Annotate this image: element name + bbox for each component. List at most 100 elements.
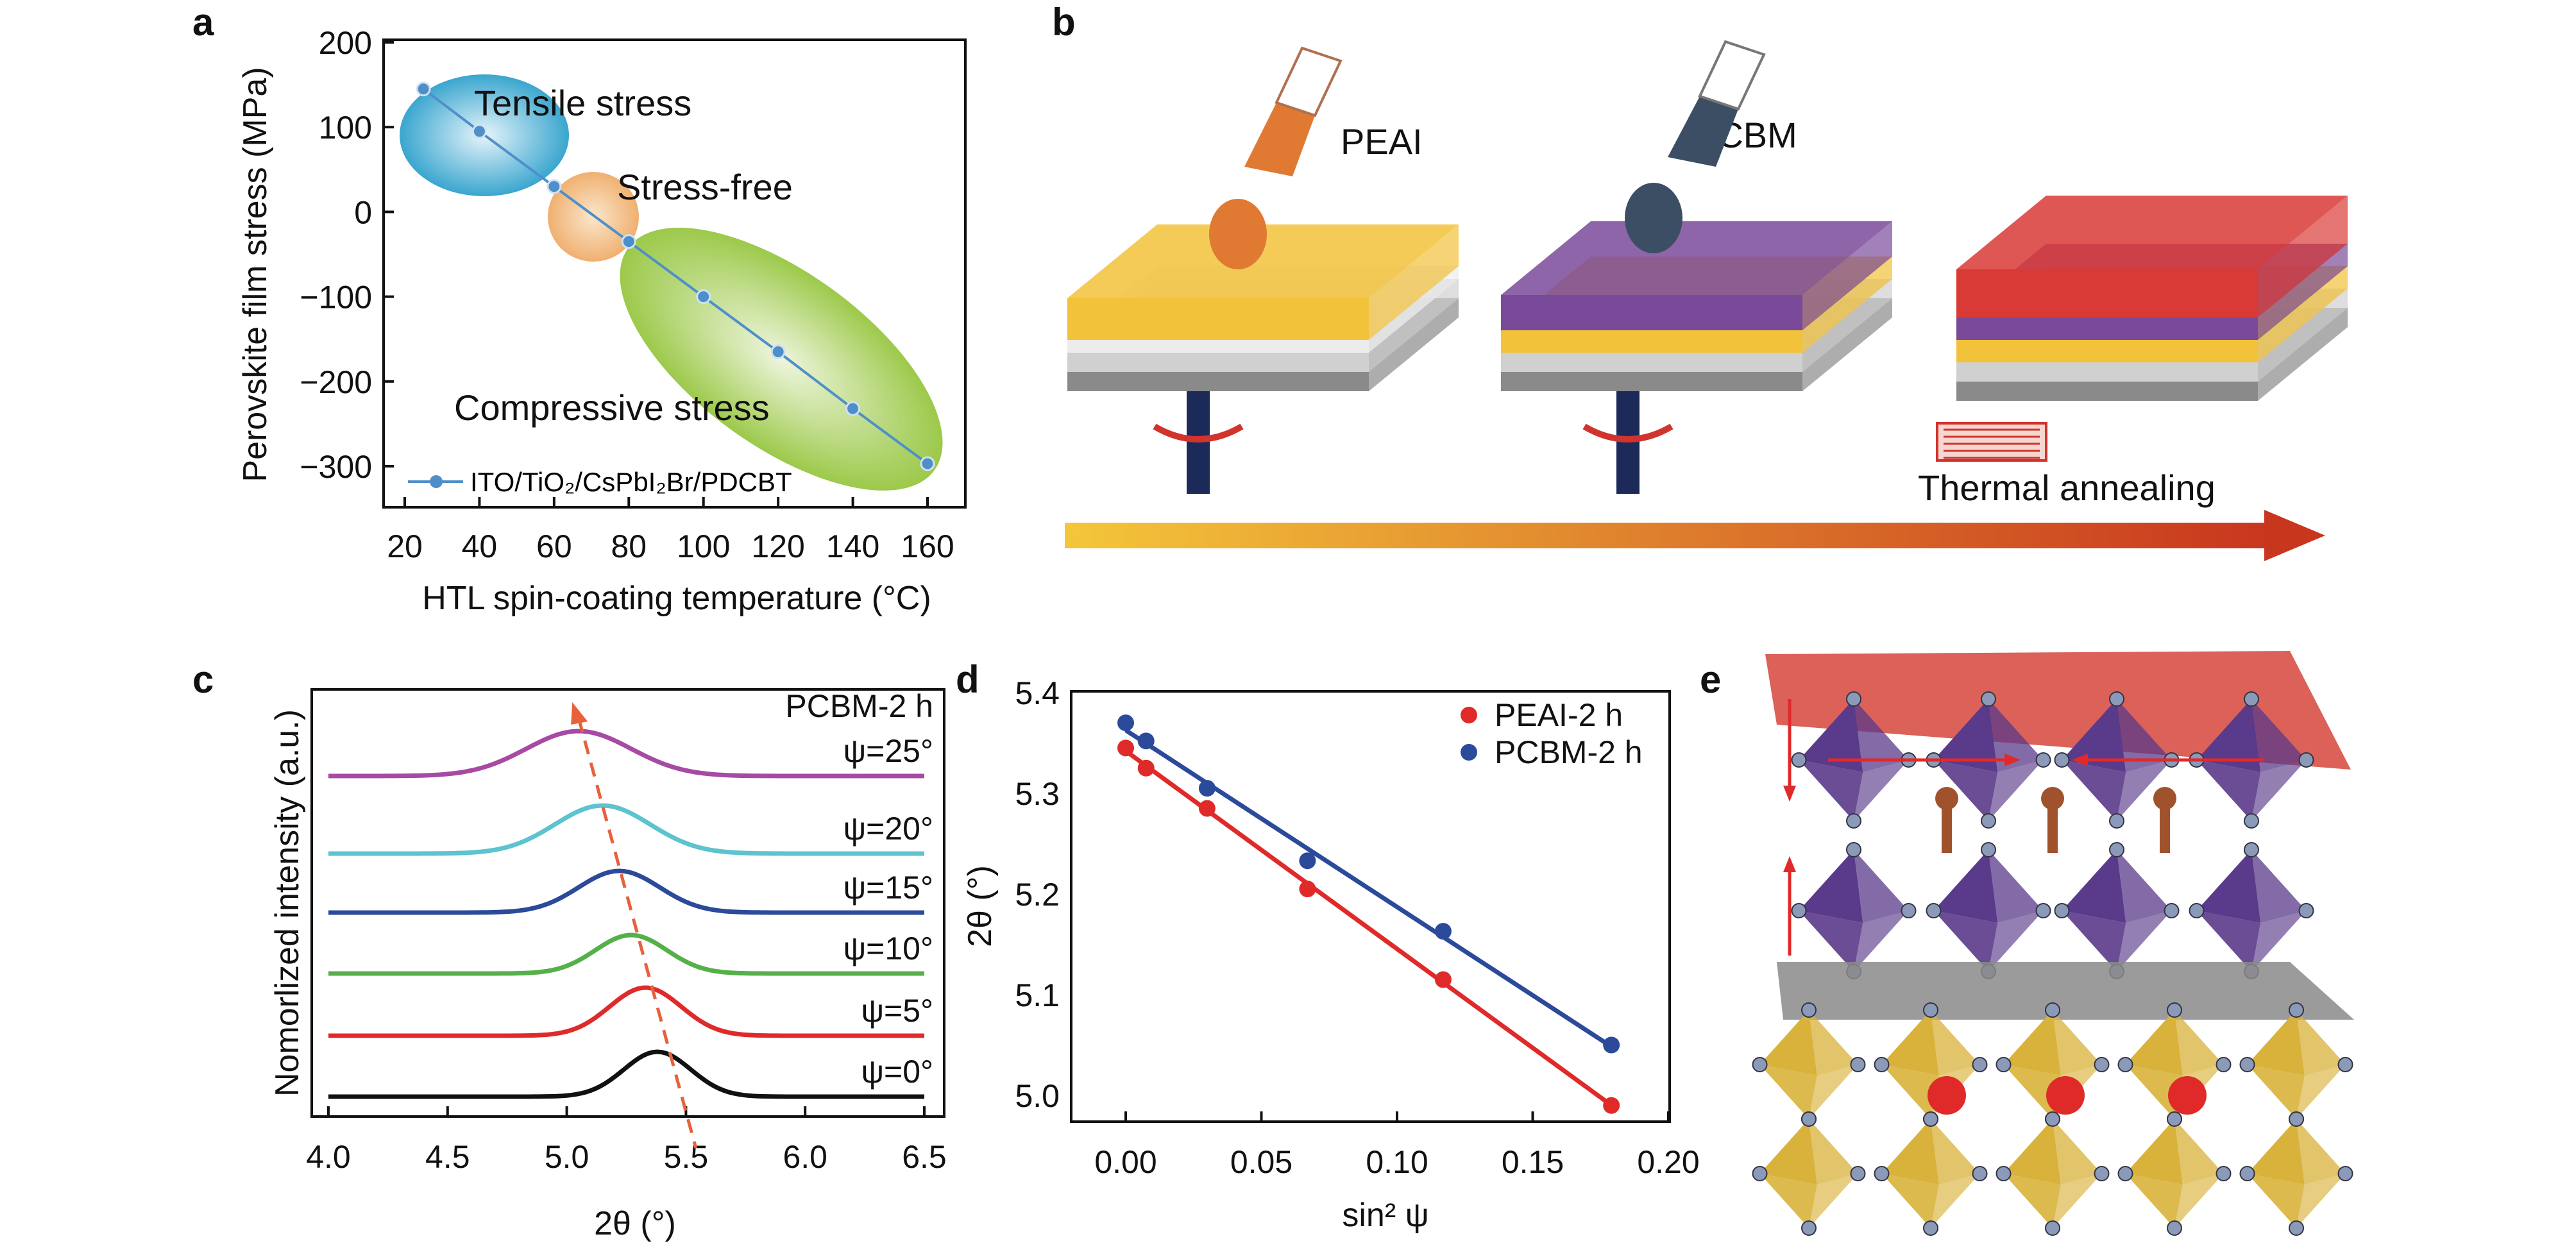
- axes-frame: [382, 38, 967, 509]
- octahedron-lower-face: [2247, 1065, 2305, 1119]
- octahedron-upper-face: [2062, 760, 2126, 821]
- panel-d-xlabel: sin² ψ: [1342, 1197, 1428, 1234]
- anion-sphere: [1981, 691, 1996, 707]
- anion-sphere: [2244, 691, 2259, 707]
- substrate-stack-2-layer-side: [1802, 257, 1892, 353]
- anion-sphere: [1972, 1057, 1988, 1072]
- annotation-tensile: Tensile stress: [474, 83, 691, 123]
- panel-label-a: a: [192, 1, 214, 44]
- y-tick-label: 100: [319, 110, 372, 146]
- arrowhead-icon: [2004, 754, 2021, 766]
- substrate-stack-3-layer-top: [1956, 196, 2348, 269]
- octahedron-upper-face: [1988, 699, 2044, 772]
- data-point: [1603, 1036, 1620, 1054]
- octahedron-lower-face: [1881, 1174, 1939, 1228]
- substrate-stack-3-layer-front: [1956, 317, 2258, 340]
- data-point: [1603, 1097, 1620, 1114]
- legend-marker: [1461, 744, 1477, 761]
- x-tick-label: 0.00: [1094, 1144, 1157, 1180]
- x-tick-label: 140: [826, 528, 879, 564]
- substrate-stack-3-layer-side: [2258, 308, 2348, 401]
- octahedron-upper-face: [1988, 760, 2044, 821]
- octahedron-lower-face: [2125, 1174, 2183, 1228]
- octahedron-upper-face: [1933, 760, 1998, 821]
- x-tick-label: 5.0: [545, 1139, 589, 1175]
- arrowhead-icon: [2072, 754, 2088, 766]
- anion-sphere: [2244, 813, 2259, 829]
- interface-plane: [1777, 962, 2354, 1020]
- anion-sphere: [2189, 903, 2205, 918]
- anion-sphere: [2167, 1220, 2182, 1236]
- substrate-stack-3-layer-front: [1956, 269, 2258, 317]
- process-arrowhead-icon: [2264, 510, 2325, 561]
- anion-sphere: [2109, 813, 2124, 829]
- y-tick-label: 5.0: [1015, 1078, 1060, 1114]
- anion-sphere: [2035, 752, 2051, 768]
- anion-sphere: [2289, 1111, 2304, 1127]
- data-point: [1137, 759, 1155, 777]
- data-point: [845, 401, 861, 416]
- octahedron-lower-face: [2053, 1174, 2102, 1228]
- octahedron-lower-face: [1809, 1010, 1858, 1075]
- octahedron-middle-face: [2196, 850, 2261, 923]
- xrd-curve: [328, 803, 924, 856]
- anion-sphere: [1923, 1002, 1938, 1018]
- substrate-stack-1-layer-front: [1067, 353, 1369, 372]
- octahedron-lower-face: [2296, 1119, 2346, 1185]
- octahedron-middle-face: [1799, 911, 1863, 972]
- octahedron-lower-face: [2125, 1119, 2183, 1185]
- octahedron-middle-face: [1854, 850, 1909, 923]
- octahedron-middle-face: [2062, 850, 2126, 923]
- octahedron-lower-face: [1759, 1010, 1817, 1075]
- octahedron-lower-face: [2247, 1174, 2305, 1228]
- ligand-head: [2153, 787, 2176, 810]
- x-tick-label: 120: [751, 528, 804, 564]
- legend-label: PCBM-2 h: [1495, 734, 1643, 770]
- substrate-stack-1-layer-front: [1067, 298, 1369, 340]
- xrd-curve: [328, 1049, 924, 1099]
- droplet-pcbm-icon: [1625, 183, 1682, 253]
- x-tick-label: 20: [387, 528, 423, 564]
- y-tick-label: 5.1: [1015, 977, 1060, 1013]
- pipette-peai-label: PEAI: [1341, 121, 1423, 162]
- anion-sphere: [2164, 903, 2180, 918]
- anion-sphere: [2109, 842, 2124, 857]
- arrowhead-icon: [1783, 786, 1796, 802]
- data-point: [1117, 714, 1134, 732]
- x-tick-label: 0.20: [1637, 1144, 1699, 1180]
- octahedron-lower-face: [1931, 1119, 1980, 1185]
- data-point: [1198, 800, 1216, 817]
- series-line: [422, 88, 929, 465]
- anion-sphere: [2045, 1111, 2060, 1127]
- y-tick-label: 5.3: [1015, 776, 1060, 812]
- anion-sphere: [2337, 1166, 2353, 1181]
- ligand-icon: [1942, 802, 1952, 853]
- substrate-stack-2-layer-top: [1501, 221, 1892, 295]
- substrate-stack-2-layer-front: [1501, 295, 1802, 330]
- anion-sphere: [2289, 1002, 2304, 1018]
- xrd-curve: [328, 729, 924, 779]
- x-tick-label: 0.15: [1502, 1144, 1564, 1180]
- substrate-stack-1-layer-side: [1369, 298, 1459, 391]
- octahedron-lower-face: [1881, 1119, 1939, 1185]
- anion-sphere: [1981, 813, 1996, 829]
- anion-sphere: [1791, 903, 1807, 918]
- panel-a-chart: Perovskite film stress (MPa) HTL spin-co…: [237, 25, 967, 617]
- octahedron-lower-face: [1931, 1010, 1980, 1075]
- octahedron-lower-face: [2053, 1119, 2102, 1185]
- octahedron-lower-face: [2053, 1010, 2102, 1075]
- octahedron-middle-face: [2062, 911, 2126, 972]
- octahedron-middle-face: [1933, 850, 1998, 923]
- octahedron-lower-face: [1809, 1174, 1858, 1228]
- anion-sphere: [1801, 1111, 1817, 1127]
- octahedron-lower-face: [2003, 1065, 2061, 1119]
- substrate-stack-1-layer-side: [1369, 279, 1459, 372]
- octahedron-lower-face: [1759, 1065, 1817, 1119]
- anion-sphere: [2337, 1057, 2353, 1072]
- data-point: [1434, 971, 1452, 988]
- anion-sphere: [1791, 752, 1807, 768]
- anion-sphere: [2167, 1111, 2182, 1127]
- fit-line: [1124, 749, 1613, 1108]
- anion-sphere: [2244, 842, 2259, 857]
- panel-a-xlabel: HTL spin-coating temperature (°C): [422, 580, 931, 617]
